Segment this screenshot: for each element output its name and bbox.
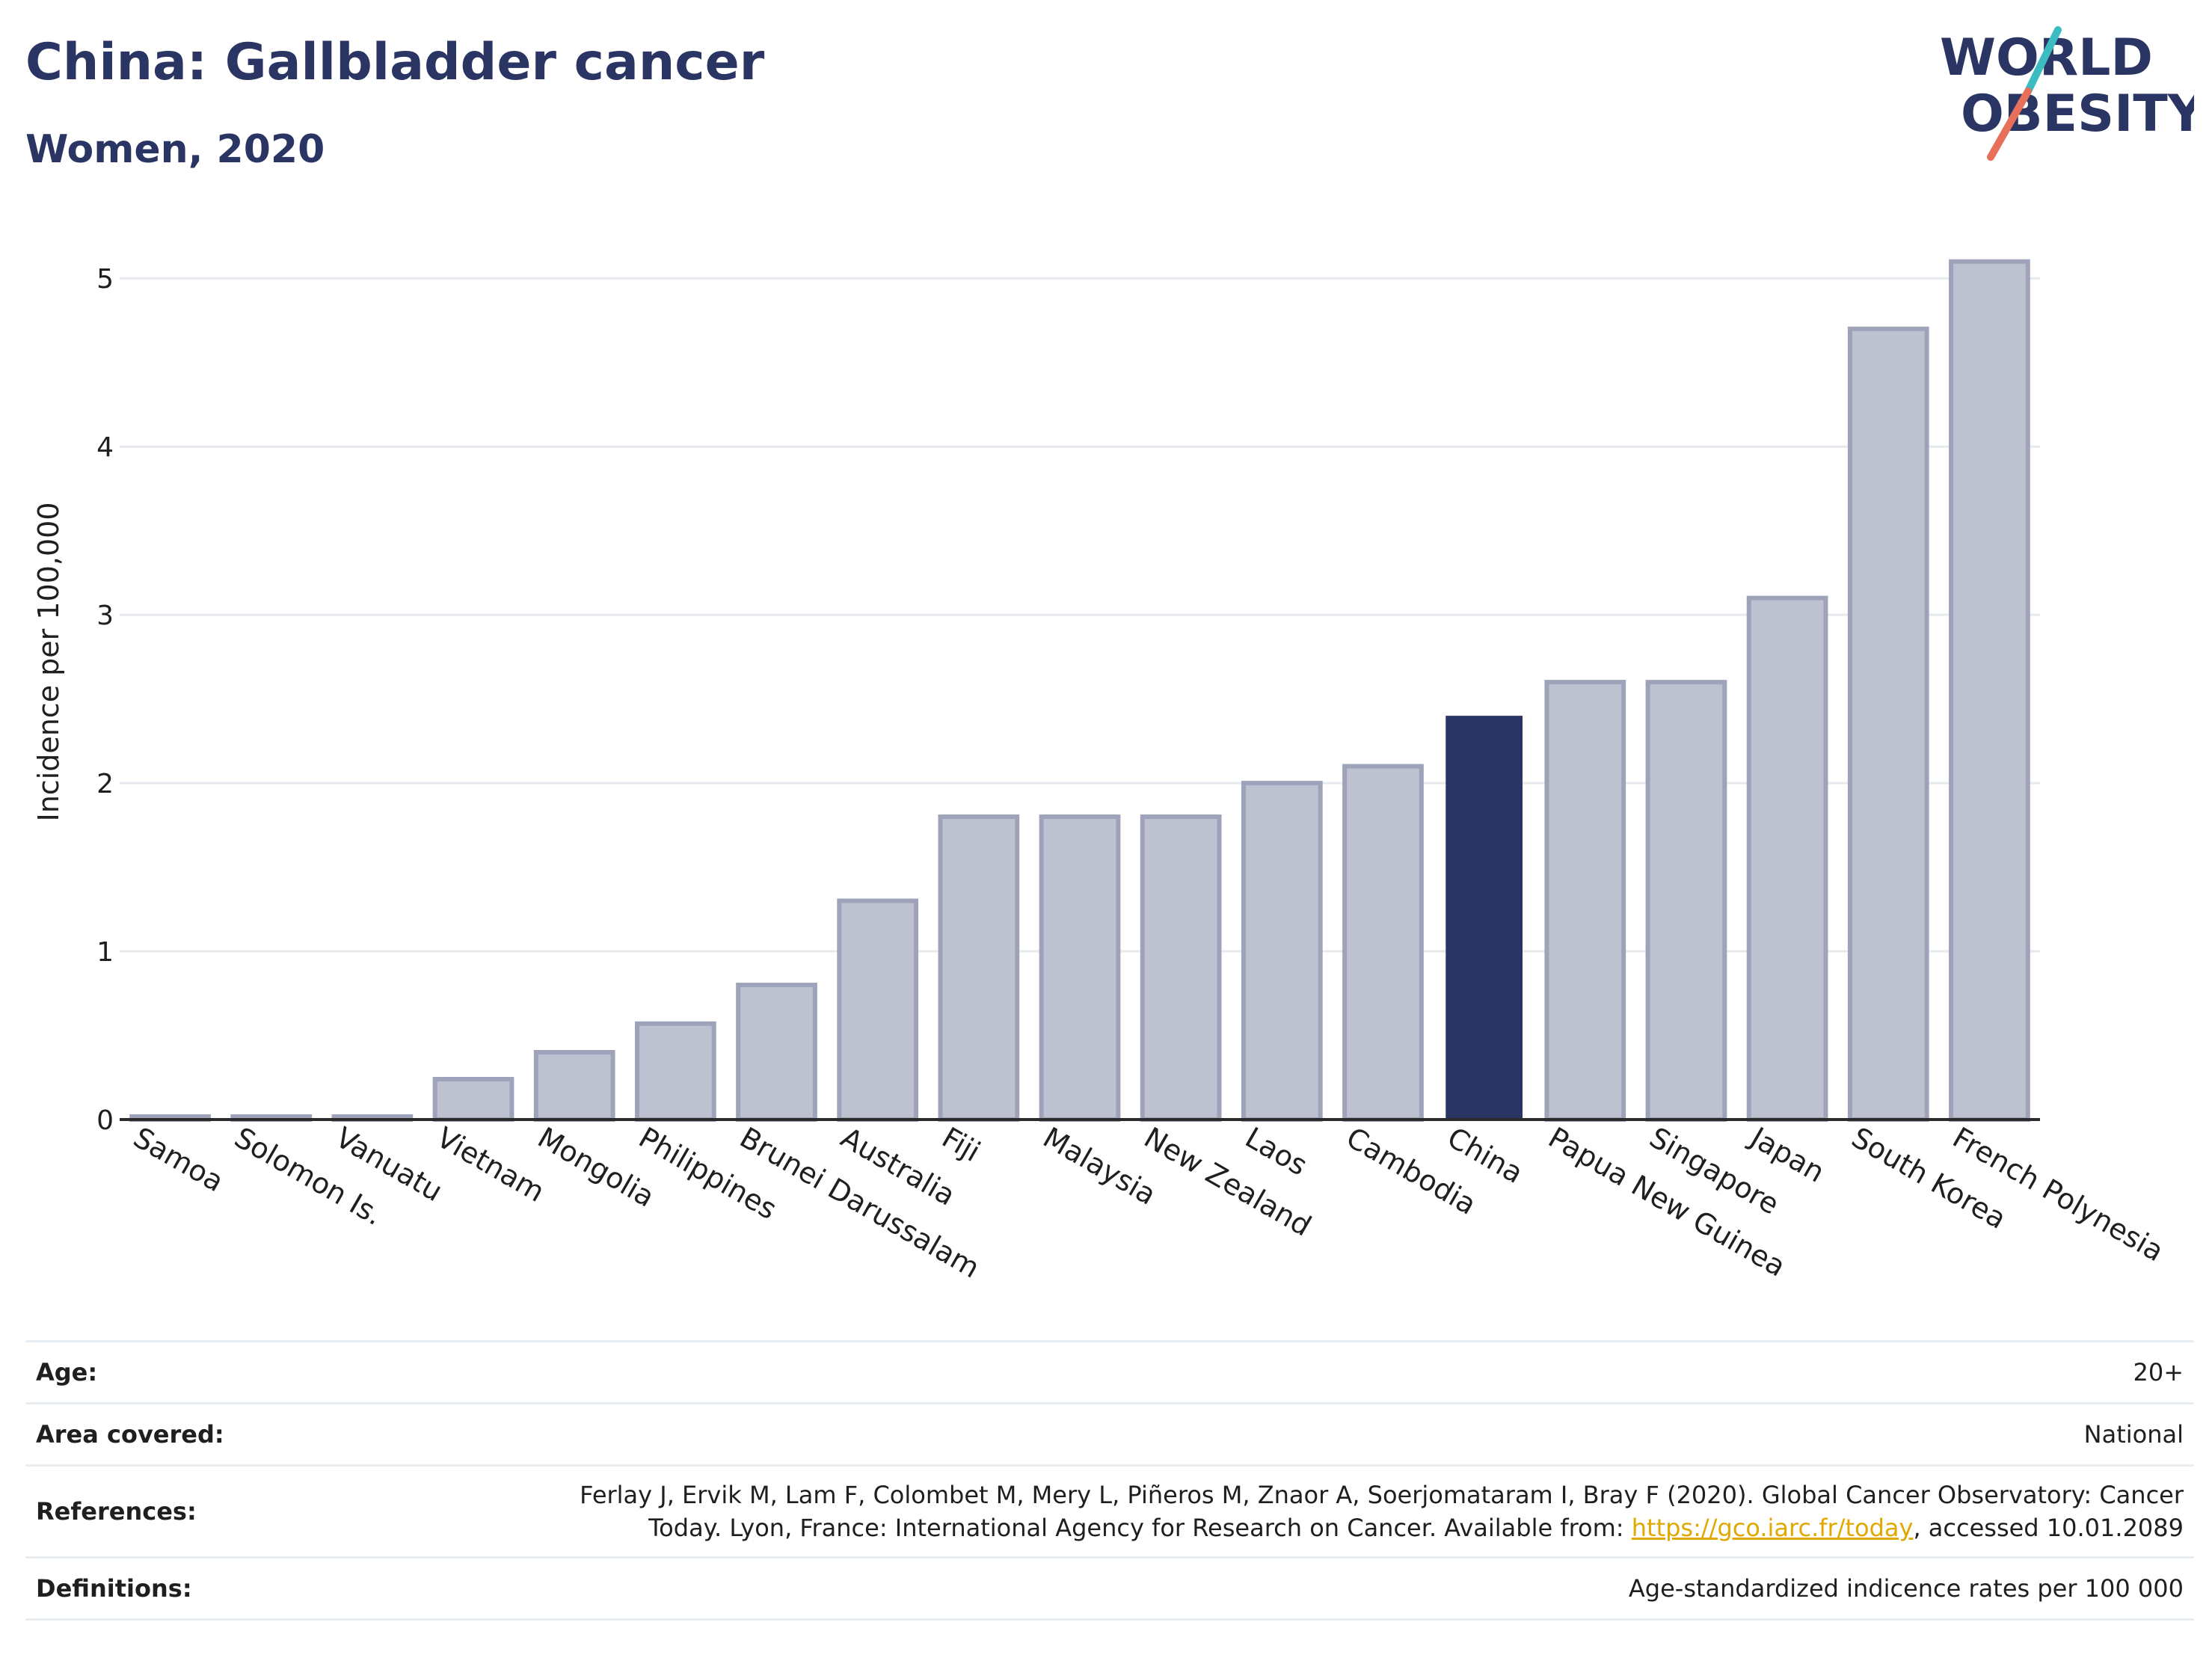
- x-tick-label: Mongolia: [532, 1121, 660, 1214]
- page-title: China: Gallbladder cancer: [25, 33, 765, 92]
- bar-mongolia: [533, 1050, 615, 1122]
- x-tick-label: Laos: [1240, 1121, 1313, 1182]
- x-tick-label: Samoa: [128, 1121, 229, 1199]
- references-line1: Ferlay J, Ervik M, Lam F, Colombet M, Me…: [580, 1481, 2184, 1509]
- bar-laos: [1241, 781, 1323, 1122]
- y-tick-label: 3: [96, 601, 114, 631]
- definitions-value: Age-standardized indicence rates per 100…: [495, 1557, 2194, 1621]
- bars: [129, 259, 2030, 1123]
- age-value: 20+: [495, 1340, 2194, 1404]
- y-tick-label: 5: [96, 264, 114, 295]
- bar-south-korea: [1847, 326, 1929, 1123]
- bar-chart: 0 1 2 3 4 5 Samoa Solomon Is.VanuatuVietnamMon…: [32, 259, 2169, 1285]
- y-axis-title: Incidence per 100,000: [32, 502, 65, 821]
- x-tick-label: New Zealand: [1139, 1121, 1317, 1243]
- references-line2-pre: Today. Lyon, France: International Agenc…: [648, 1514, 1632, 1542]
- bar-philippines: [635, 1021, 716, 1122]
- info-table: Age: 20+ Area covered: National Referenc…: [25, 1340, 2194, 1621]
- world-obesity-logo: WORLD OBESITY: [1940, 26, 2194, 161]
- bar-china: [1446, 716, 1523, 1120]
- bar-papua-new-guinea: [1544, 680, 1626, 1122]
- x-tick-label: Fiji: [936, 1121, 986, 1168]
- references-line2-post: , accessed 10.01.2089: [1913, 1514, 2184, 1542]
- references-label: References:: [25, 1465, 495, 1559]
- bar-fiji: [938, 814, 1020, 1122]
- y-tick-label: 0: [96, 1105, 114, 1136]
- x-tick-label: Malaysia: [1038, 1121, 1162, 1212]
- definitions-label: Definitions:: [25, 1557, 495, 1621]
- logo-slash-teal: [2024, 26, 2062, 95]
- bar-brunei-darussalam: [736, 983, 817, 1122]
- bar-vietnam: [432, 1077, 514, 1123]
- references-value: Ferlay J, Ervik M, Lam F, Colombet M, Me…: [495, 1465, 2194, 1559]
- bar-new-zealand: [1140, 814, 1222, 1122]
- x-tick-label: Vietnam: [431, 1121, 550, 1209]
- info-row-references: References: Ferlay J, Ervik M, Lam F, Co…: [25, 1465, 2194, 1559]
- bar-japan: [1746, 595, 1828, 1122]
- age-label: Age:: [25, 1340, 495, 1404]
- info-row-area: Area covered: National: [25, 1403, 2194, 1467]
- y-axis-ticks: 0 1 2 3 4 5: [96, 264, 114, 1136]
- x-axis-labels: Samoa Solomon Is.VanuatuVietnamMongoliaPh…: [128, 1120, 2169, 1285]
- bar-singapore: [1645, 680, 1727, 1122]
- page-subtitle: Women, 2020: [25, 127, 325, 172]
- bar-australia: [837, 898, 919, 1122]
- y-tick-label: 1: [96, 937, 114, 968]
- bar-french-polynesia: [1949, 259, 2030, 1123]
- area-value: National: [495, 1403, 2194, 1467]
- y-tick-label: 4: [96, 432, 114, 463]
- bar-cambodia: [1342, 764, 1424, 1122]
- info-row-definitions: Definitions: Age-standardized indicence …: [25, 1557, 2194, 1621]
- bar-malaysia: [1039, 814, 1121, 1122]
- y-tick-label: 2: [96, 769, 114, 799]
- area-label: Area covered:: [25, 1403, 495, 1467]
- references-link[interactable]: https://gco.iarc.fr/today: [1631, 1514, 1914, 1542]
- logo-slash-coral: [1987, 87, 2032, 161]
- info-row-age: Age: 20+: [25, 1340, 2194, 1404]
